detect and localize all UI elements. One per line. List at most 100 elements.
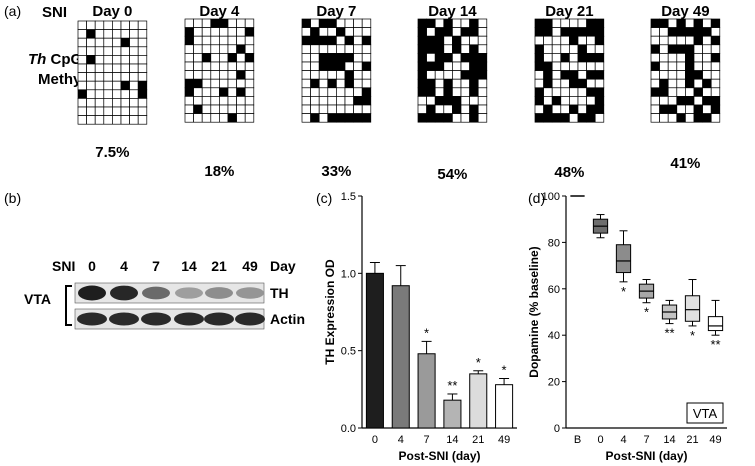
cpg-site [184,61,194,71]
cpg-site [426,78,436,89]
cpg-site [569,27,579,37]
cpg-site [353,44,363,54]
cpg-site [137,115,148,125]
cpg-site [577,104,587,114]
cpg-site [710,18,721,28]
cpg-site [129,80,139,91]
methylation-row-label-line2: Methy [38,71,82,88]
cpg-site [460,53,470,63]
cpg-site [327,87,337,97]
cpg-site [693,44,703,54]
cpg-site [227,18,237,28]
cpg-site [193,87,203,97]
cpg-site [685,61,695,71]
y-tick-label: 40 [548,330,560,342]
cpg-site [353,27,363,37]
cpg-site [201,35,212,46]
cpg-site [469,96,479,106]
cpg-site [710,104,721,114]
cpg-site [469,113,479,123]
cpg-site [244,44,255,54]
cpg-site [434,70,445,80]
cpg-site [460,104,470,114]
cpg-site [543,113,553,123]
methylation-percent: 18% [204,163,234,180]
cpg-site [112,72,122,82]
cpg-site [569,35,579,46]
significance-marker: ** [710,337,720,352]
cpg-site [120,20,130,30]
cpg-site [310,70,320,80]
cpg-site [361,18,372,28]
cpg-site [477,18,488,28]
cpg-site [710,44,721,54]
cpg-site [112,55,122,65]
cpg-site [301,18,311,28]
cpg-site [417,70,427,80]
cpg-site [667,104,678,114]
cpg-site [702,87,712,97]
cpg-site [534,61,544,71]
panel-b-unit-label: Day [270,258,296,274]
cpg-site [434,87,445,97]
cpg-site [693,104,703,114]
grid-day-label: Day 0 [92,3,132,20]
grid-day-label: Day 49 [661,3,709,20]
cpg-site [137,37,148,48]
cpg-site [417,78,427,89]
cpg-site [569,18,579,28]
cpg-site [693,35,703,46]
cpg-site [534,44,544,54]
cpg-site [310,61,320,71]
cpg-site [569,78,579,89]
y-tick-label: 80 [548,237,560,249]
cpg-site [361,70,372,80]
cpg-site [443,18,453,28]
cpg-site [137,80,148,91]
cpg-site [103,37,113,48]
cpg-site [659,61,669,71]
actin-band [235,312,265,326]
cpg-site [594,35,605,46]
cpg-site [676,61,686,71]
methylation-percent: 41% [670,155,700,172]
th-band [78,285,106,301]
cpg-site [301,113,311,123]
cpg-site [693,27,703,37]
cpg-site [184,70,194,80]
cpg-site [417,87,427,97]
cpg-site [129,46,139,56]
cpg-site [137,55,148,65]
cpg-site [569,87,579,97]
cpg-site [693,96,703,106]
th-band [110,285,138,301]
actin-band [109,312,139,326]
cpg-site [460,70,470,80]
cpg-site [586,18,596,28]
cpg-site [336,61,346,71]
cpg-site [103,29,113,39]
cpg-site [551,104,562,114]
cpg-site [477,78,488,89]
cpg-site [310,35,320,46]
cpg-site [310,87,320,97]
cpg-site [560,87,570,97]
actin-bands [77,312,265,326]
cpg-site [577,35,587,46]
cpg-site [685,53,695,63]
cpg-site [452,53,462,63]
cpg-site [219,87,229,97]
cpg-site [361,27,372,37]
cpg-site [193,104,203,114]
row-label-site: CpG [46,51,82,68]
cpg-site [86,72,96,82]
cpg-site [77,55,87,65]
cpg-site [184,53,194,63]
cpg-site [685,70,695,80]
cpg-site [344,35,354,46]
cpg-site [86,46,96,56]
cpg-site [227,96,237,106]
cpg-site [344,27,354,37]
cpg-site [86,55,96,65]
cpg-site [77,98,87,108]
